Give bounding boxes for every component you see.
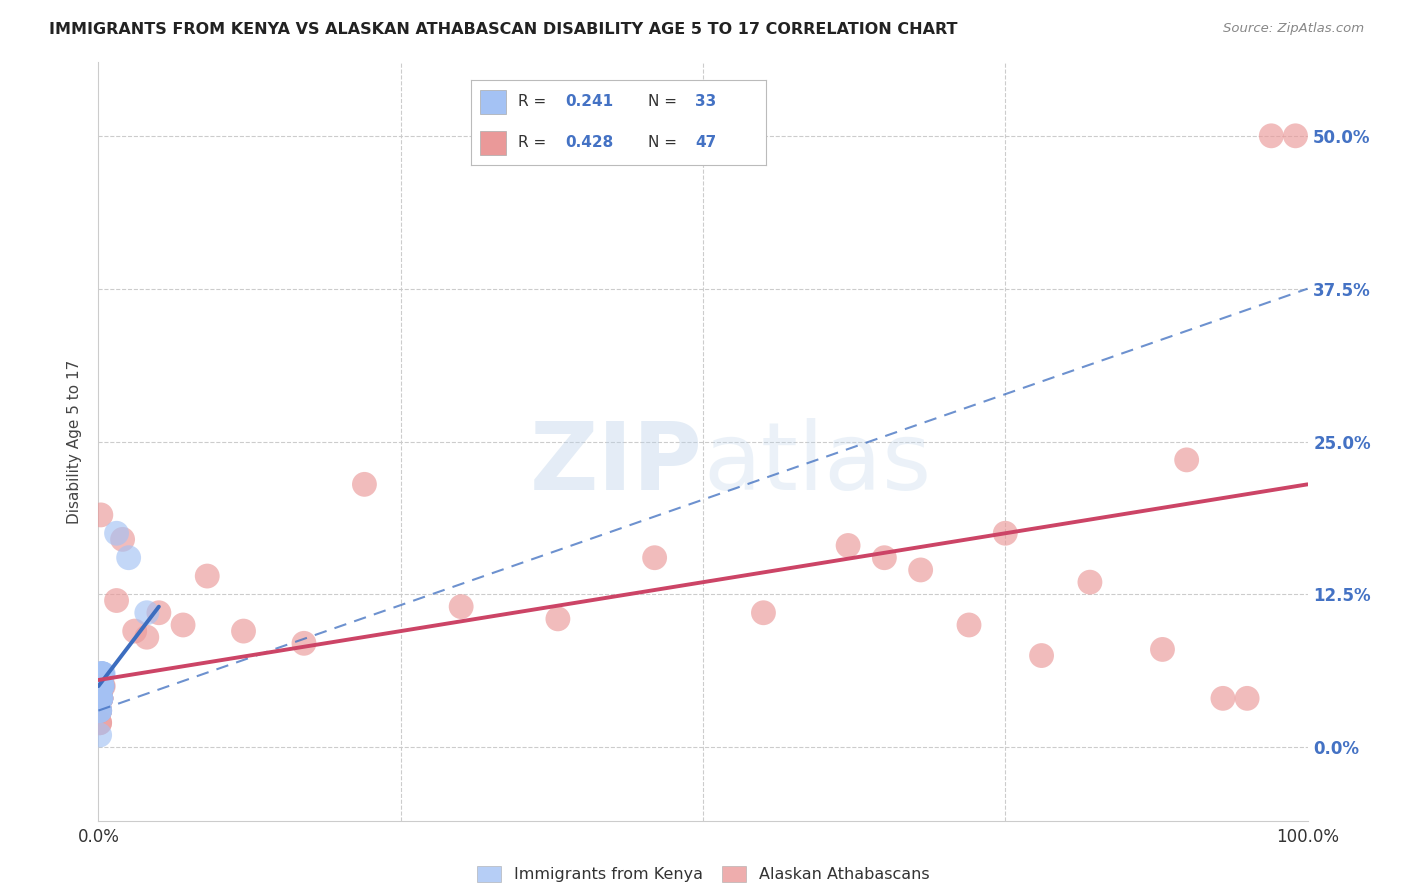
Point — [148, 606, 170, 620]
Point — [91, 679, 114, 693]
Text: IMMIGRANTS FROM KENYA VS ALASKAN ATHABASCAN DISABILITY AGE 5 TO 17 CORRELATION C: IMMIGRANTS FROM KENYA VS ALASKAN ATHABAS… — [49, 22, 957, 37]
Point — [89, 704, 111, 718]
Point — [1284, 128, 1306, 143]
Point — [1175, 453, 1198, 467]
Point — [89, 728, 111, 742]
Text: N =: N = — [648, 95, 682, 110]
Point — [105, 526, 128, 541]
Point — [450, 599, 472, 614]
Point — [90, 691, 112, 706]
Legend: Immigrants from Kenya, Alaskan Athabascans: Immigrants from Kenya, Alaskan Athabasca… — [471, 859, 935, 888]
Y-axis label: Disability Age 5 to 17: Disability Age 5 to 17 — [67, 359, 83, 524]
Point — [91, 679, 114, 693]
Point — [1260, 128, 1282, 143]
Point — [118, 550, 141, 565]
Point — [292, 636, 315, 650]
Point — [90, 691, 112, 706]
Point — [957, 618, 980, 632]
Point — [90, 691, 112, 706]
Point — [91, 679, 114, 693]
Point — [91, 679, 114, 693]
Point — [91, 666, 114, 681]
Point — [91, 666, 114, 681]
Point — [90, 679, 112, 693]
Point — [89, 704, 111, 718]
Text: 0.241: 0.241 — [565, 95, 613, 110]
Point — [135, 606, 157, 620]
Point — [89, 704, 111, 718]
Point — [90, 679, 112, 693]
Point — [90, 679, 112, 693]
Point — [91, 679, 114, 693]
Point — [91, 666, 114, 681]
Point — [89, 679, 111, 693]
Point — [90, 666, 112, 681]
Point — [91, 666, 114, 681]
Point — [837, 539, 859, 553]
Point — [111, 533, 134, 547]
Point — [353, 477, 375, 491]
Point — [91, 679, 114, 693]
Point — [91, 679, 114, 693]
Text: N =: N = — [648, 136, 682, 151]
Point — [172, 618, 194, 632]
Point — [91, 666, 114, 681]
Point — [90, 691, 112, 706]
Point — [90, 691, 112, 706]
Point — [124, 624, 146, 639]
Point — [90, 679, 112, 693]
Bar — [479, 90, 506, 114]
Point — [89, 715, 111, 730]
Text: 47: 47 — [696, 136, 717, 151]
Text: atlas: atlas — [703, 418, 931, 510]
Text: 33: 33 — [696, 95, 717, 110]
Point — [232, 624, 254, 639]
Point — [910, 563, 932, 577]
Point — [994, 526, 1017, 541]
Point — [89, 691, 111, 706]
Point — [90, 691, 112, 706]
Point — [752, 606, 775, 620]
Point — [89, 715, 111, 730]
Point — [90, 679, 112, 693]
Point — [89, 691, 111, 706]
Point — [90, 691, 112, 706]
Text: ZIP: ZIP — [530, 418, 703, 510]
Point — [547, 612, 569, 626]
Text: R =: R = — [519, 95, 551, 110]
Point — [1236, 691, 1258, 706]
Point — [105, 593, 128, 607]
Text: R =: R = — [519, 136, 551, 151]
Bar — [479, 131, 506, 155]
Point — [89, 704, 111, 718]
Point — [91, 679, 114, 693]
Point — [91, 666, 114, 681]
Point — [89, 704, 111, 718]
Point — [90, 691, 112, 706]
Point — [1212, 691, 1234, 706]
Point — [89, 691, 111, 706]
Point — [1031, 648, 1053, 663]
Point — [90, 691, 112, 706]
Point — [90, 679, 112, 693]
Point — [91, 679, 114, 693]
Point — [91, 679, 114, 693]
Point — [135, 630, 157, 644]
Point — [90, 666, 112, 681]
Point — [90, 508, 112, 522]
Point — [644, 550, 666, 565]
Point — [1152, 642, 1174, 657]
Point — [89, 704, 111, 718]
Text: 0.428: 0.428 — [565, 136, 614, 151]
Point — [89, 691, 111, 706]
Point — [873, 550, 896, 565]
Point — [90, 679, 112, 693]
Point — [195, 569, 218, 583]
Point — [91, 666, 114, 681]
Point — [1078, 575, 1101, 590]
Text: Source: ZipAtlas.com: Source: ZipAtlas.com — [1223, 22, 1364, 36]
